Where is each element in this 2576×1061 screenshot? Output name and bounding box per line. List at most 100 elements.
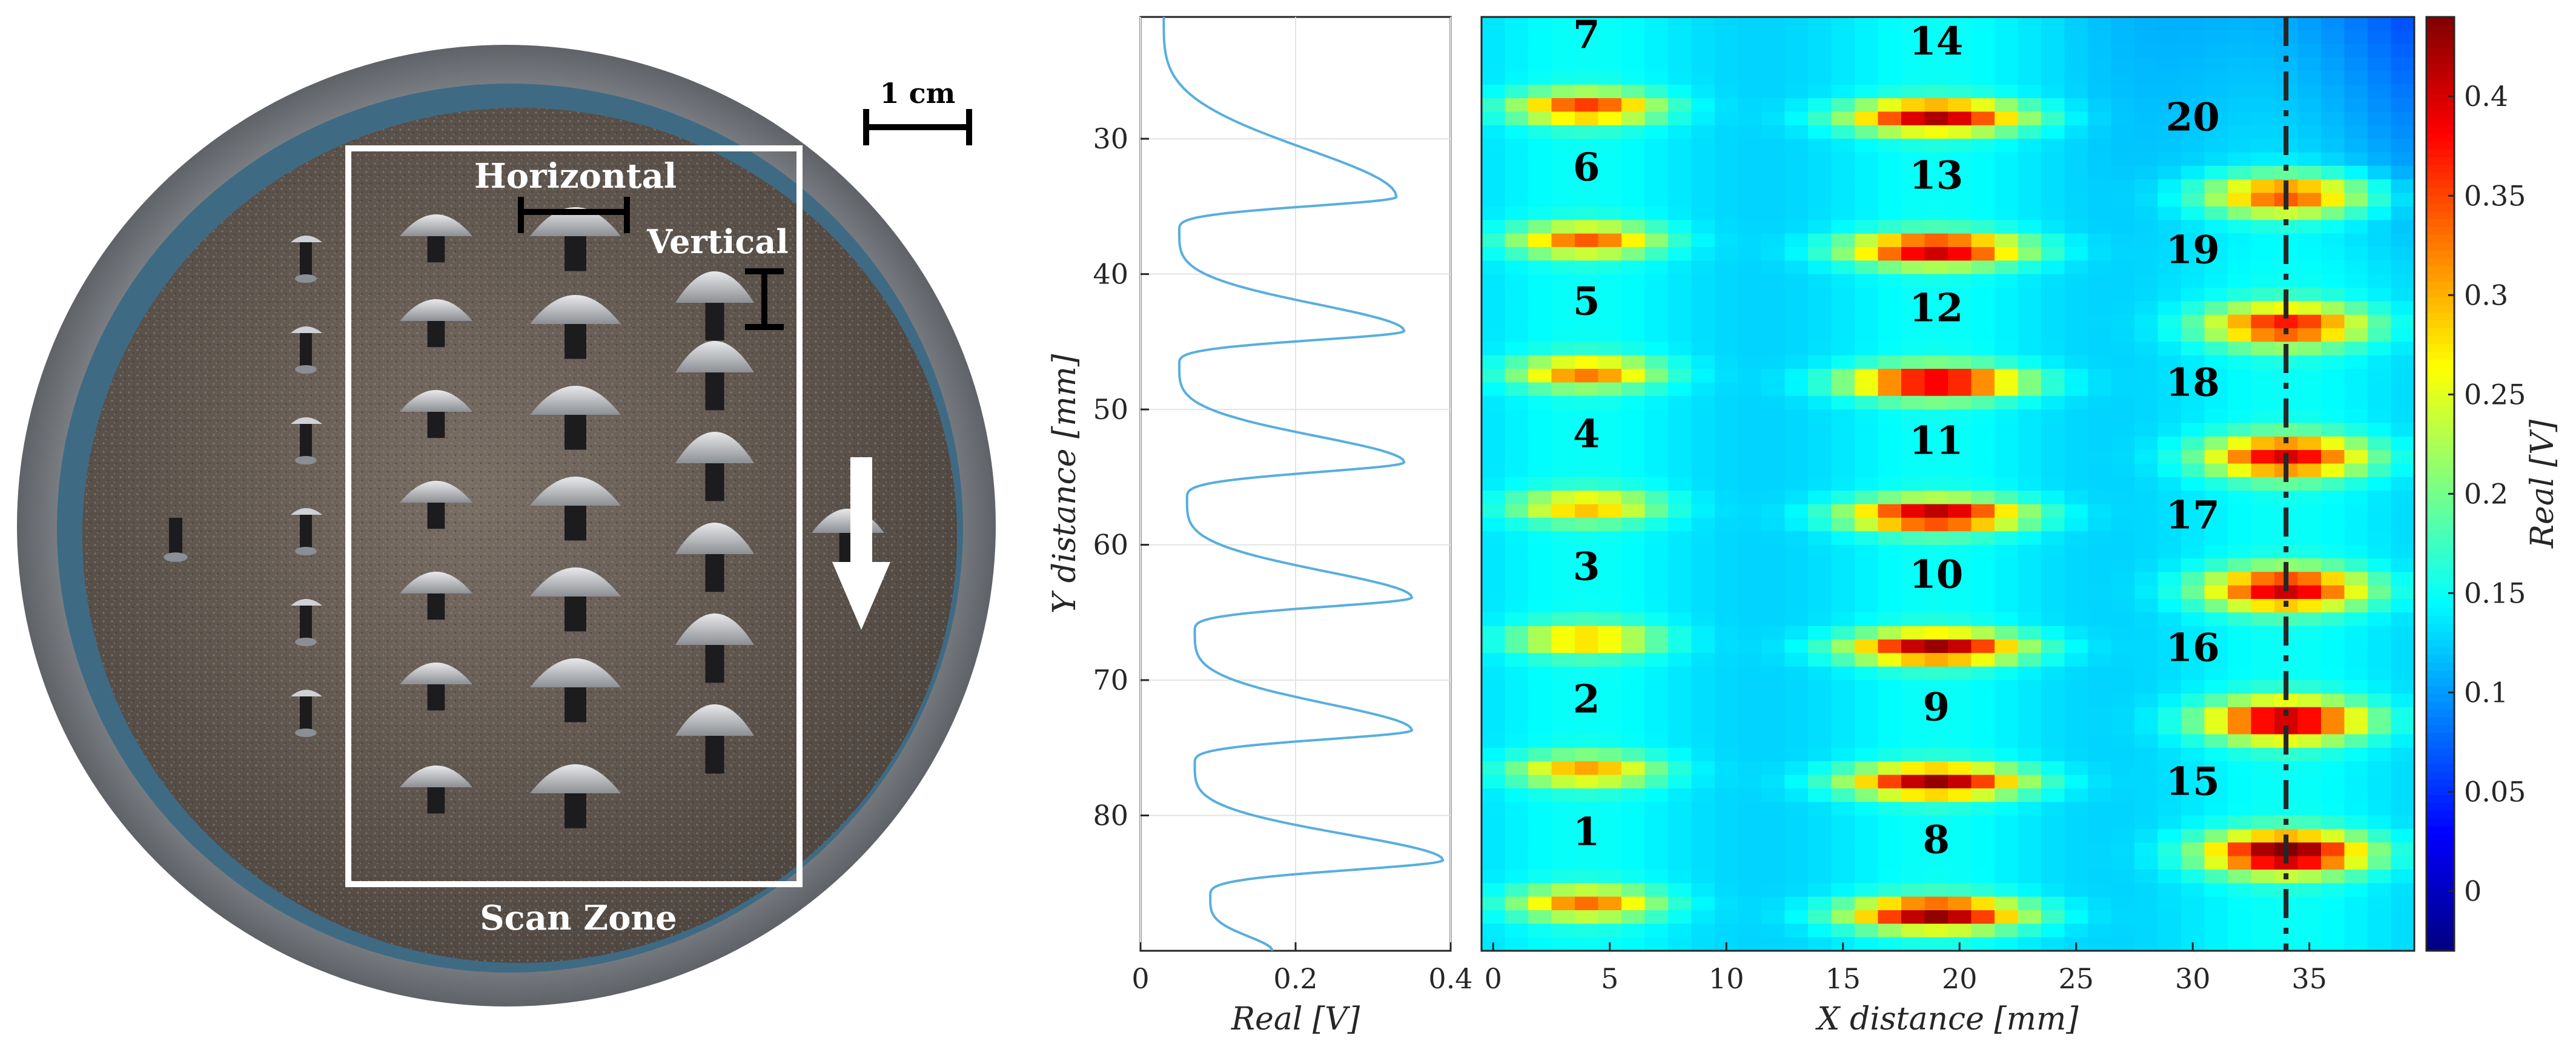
heatmap-cell: [1878, 747, 1902, 762]
heatmap-cell: [2111, 220, 2135, 234]
heatmap-cell: [2064, 599, 2088, 613]
heatmap-cell: [2321, 842, 2345, 857]
heatmap-cell: [1668, 395, 1692, 410]
heatmap-cell: [2391, 84, 2414, 99]
heatmap-cell: [1644, 206, 1669, 220]
specimen-cap: [400, 765, 472, 787]
heatmap-cell: [1528, 450, 1552, 464]
heatmap-cell: [1738, 910, 1762, 924]
heatmap-cell: [1575, 721, 1599, 735]
heatmap-cell: [1995, 409, 2019, 423]
heatmap-cell: [2344, 395, 2368, 410]
heatmap-cell: [1831, 233, 1855, 248]
colorbar-segment: [2426, 173, 2454, 181]
heatmap-cell: [1761, 84, 1786, 99]
heatmap-cell: [2111, 734, 2135, 749]
heatmap-cell: [2204, 436, 2228, 451]
heatmap-cell: [2088, 423, 2112, 437]
heatmap-cell: [2111, 165, 2135, 180]
heatmap-cell: [1878, 193, 1902, 207]
heatmap-cell: [2344, 342, 2368, 356]
heatmap-cell: [2204, 775, 2228, 789]
heatmap-cell: [1551, 165, 1575, 180]
heatmap-cell: [1924, 640, 1949, 653]
heatmap-cell: [1761, 612, 1786, 627]
heatmap-cell: [1831, 98, 1855, 112]
heatmap-cell: [2181, 355, 2205, 369]
heatmap-cell: [1644, 612, 1669, 627]
heatmap-cell: [1621, 30, 1646, 45]
specimen-post-base: [164, 552, 188, 562]
heatmap-cell: [1924, 84, 1949, 99]
specimen-stem: [565, 793, 586, 828]
heatmap-cell: [1924, 626, 1949, 640]
heatmap-cell: [2391, 626, 2414, 640]
heatmap-cell: [1505, 423, 1529, 437]
heatmap-cell: [2297, 612, 2322, 627]
profile-y-tick-label: 80: [1093, 799, 1128, 832]
heatmap-cell: [1575, 572, 1599, 586]
specimen-cap: [530, 658, 621, 687]
heatmap-cell: [2251, 775, 2275, 789]
heatmap-cell: [1948, 98, 1972, 112]
heatmap-cell: [1948, 842, 1972, 857]
heatmap-cell: [2064, 544, 2088, 559]
heatmap-cell: [1575, 517, 1599, 532]
heatmap-cell: [2204, 612, 2228, 627]
heatmap-cell: [2088, 828, 2112, 843]
colorbar-segment: [2426, 725, 2454, 733]
heatmap-cell: [1784, 314, 1809, 329]
heatmap-cell: [1598, 910, 1622, 924]
heatmap-cell: [1482, 910, 1506, 924]
heatmap-cell: [1878, 585, 1902, 600]
heatmap-cell: [1971, 30, 1995, 45]
heatmap-cell: [1528, 558, 1552, 572]
heatmap-cell: [1878, 301, 1902, 316]
heatmap-cell: [2391, 856, 2414, 870]
heatmap-cell: [1575, 355, 1599, 369]
heatmap-cell: [1924, 246, 1949, 261]
heatmap-cell: [2204, 44, 2228, 58]
heatmap-cell: [1621, 761, 1646, 775]
heatmap-cell: [2368, 71, 2392, 85]
heatmap-cell: [2274, 531, 2299, 546]
heatmap-cell: [1505, 815, 1529, 830]
heatmap-cell: [2111, 71, 2135, 85]
colorbar-segment: [2426, 180, 2454, 189]
heatmap-cell: [1738, 558, 1762, 572]
heatmap-cell: [1691, 152, 1715, 167]
heatmap-cell: [2064, 423, 2088, 437]
heatmap-cell: [2064, 869, 2088, 884]
heatmap-cell: [2297, 842, 2322, 857]
heatmap-cell: [2204, 896, 2228, 911]
colorbar-segment: [2426, 383, 2454, 391]
heatmap-cell: [1575, 612, 1599, 627]
heatmap-cell: [1855, 775, 1879, 789]
heatmap-cell: [1808, 477, 1832, 491]
heatmap-cell: [1551, 491, 1575, 505]
heatmap-cell: [1551, 477, 1575, 491]
colorbar-segment: [2426, 398, 2454, 407]
heatmap-cell: [2157, 84, 2182, 99]
heatmap-cell: [1668, 98, 1692, 112]
heatmap-cell: [1808, 436, 1832, 451]
heatmap-cell: [1878, 693, 1902, 708]
heatmap-cell: [1878, 680, 1902, 694]
heatmap-cell: [2344, 206, 2368, 220]
heatmap-cell: [1761, 58, 1786, 71]
heatmap-cell: [1948, 680, 1972, 694]
heatmap-cell: [1831, 450, 1855, 464]
heatmap-cell: [1878, 98, 1902, 112]
heatmap-cell: [1948, 626, 1972, 640]
heatmap-cell: [2344, 856, 2368, 870]
heatmap-cell: [1761, 626, 1786, 640]
heatmap-cell: [1668, 125, 1692, 139]
heatmap-cell: [1644, 328, 1669, 342]
heatmap-cell: [1621, 382, 1646, 397]
heatmap-cell: [1644, 342, 1669, 356]
heatmap-cell: [1995, 680, 2019, 694]
colorbar-segment: [2426, 787, 2454, 796]
heatmap-cell: [1621, 640, 1646, 653]
spot-label-19: 19: [2166, 227, 2220, 273]
heatmap-cell: [1738, 599, 1762, 613]
